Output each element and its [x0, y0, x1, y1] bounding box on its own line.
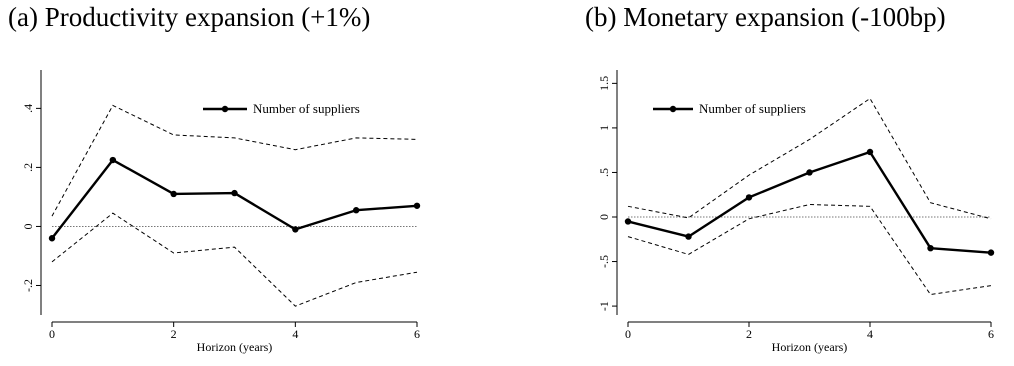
panel-a-estimate-point [231, 189, 238, 197]
panel-a-x-axis-title: Horizon (years) [197, 340, 273, 354]
panel-b-estimate-point [927, 244, 934, 252]
panel-b-y-tick-label: 1 [597, 125, 611, 131]
panel-a-x-tick-label: 6 [414, 327, 420, 341]
panel-b-x-axis-title: Horizon (years) [772, 340, 848, 354]
panel-b-plot: -1 -.5 0 .5 1 1.5 0 2 4 6 Horizon (years) Number of… [597, 70, 995, 354]
panel-b-y-tick-label: -.5 [597, 255, 611, 268]
panel-a-lower-band-line [51, 212, 418, 307]
panel-b-x-tick-label: 4 [867, 327, 873, 341]
panel-a-estimate-point [48, 235, 56, 242]
panel-b-x-tick-label: 0 [625, 327, 631, 341]
panel-a-estimate-point [170, 190, 177, 198]
panel-b-x-tick-label: 6 [988, 327, 994, 341]
panel-a-estimate-point [292, 226, 299, 233]
panel-a-legend-label: Number of suppliers [253, 101, 360, 116]
panel-b-estimate-point [866, 148, 874, 156]
panel-b-estimate-point [745, 194, 753, 201]
panel-a-legend: Number of suppliers [203, 101, 360, 116]
panel-b-legend-marker [669, 105, 677, 113]
panel-a-x-tick-label: 0 [49, 327, 55, 341]
panel-b-legend-label: Number of suppliers [699, 101, 806, 116]
panel-a-title: (a) Productivity expansion (+1%) [8, 2, 371, 32]
panel-a-estimate-point [352, 207, 360, 214]
panel-b-estimate-line [627, 150, 992, 254]
panel-a-estimate-point [413, 202, 421, 209]
panel-a-y-tick-label: -.2 [21, 279, 35, 292]
panel-a-x-tick-label: 4 [292, 327, 298, 341]
panel-b-estimate-point [685, 233, 692, 240]
panel-b-y-tick-label: -1 [597, 301, 611, 311]
panel-a-x-tick-label: 2 [171, 327, 177, 341]
panel-a-upper-band-line [51, 104, 418, 217]
panel-b-y-tick-label: 1.5 [597, 76, 611, 91]
panel-a-legend-marker [221, 105, 229, 113]
panel-b-estimate-point [806, 169, 813, 176]
panel-b-y-tick-label: .5 [597, 168, 611, 177]
panel-a-y-tick-label: 0 [21, 223, 35, 229]
panel-b-legend: Number of suppliers [653, 101, 806, 116]
panel-b-lower-band-line [627, 204, 992, 296]
panel-a-y-tick-label: .2 [21, 163, 35, 172]
panel-b-x-tick-label: 2 [746, 327, 752, 341]
panel-b-upper-band-line [627, 97, 992, 220]
panel-a-estimate-point [109, 156, 117, 164]
panel-b-estimate-point [987, 249, 995, 256]
panel-b-title: (b) Monetary expansion (-100bp) [585, 2, 946, 32]
panel-a-y-tick-label: .4 [21, 104, 35, 113]
panel-b-y-tick-label: 0 [597, 214, 611, 220]
panel-b-estimate-point [624, 218, 632, 225]
panel-a-plot: -.2 0 .2 .4 0 2 4 6 Horizon (years) Number of sup… [21, 70, 421, 354]
